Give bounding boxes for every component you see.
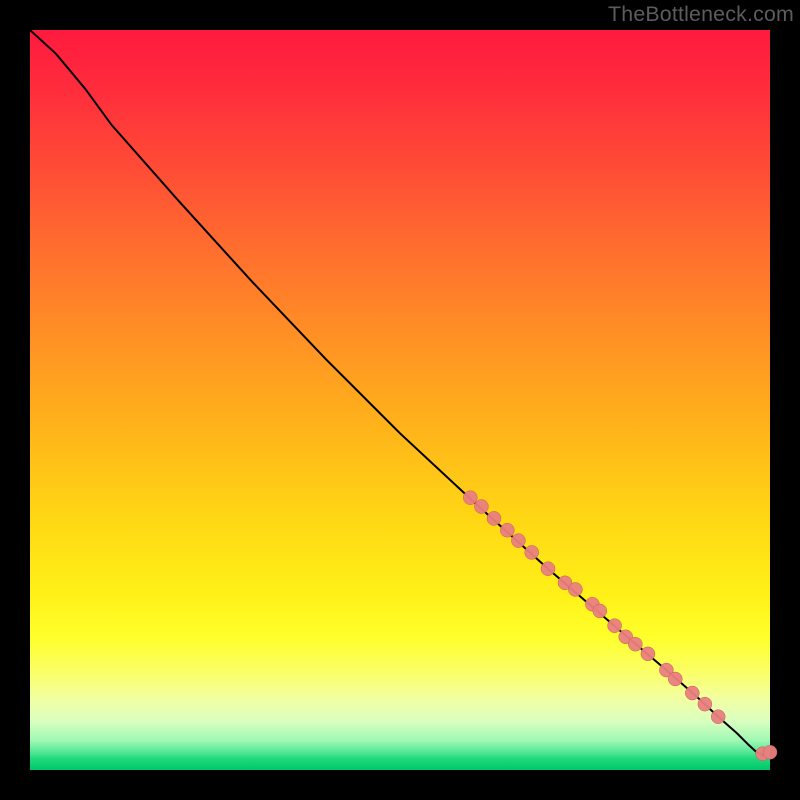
data-marker: [628, 637, 642, 651]
data-marker: [487, 511, 501, 525]
watermark-text: TheBottleneck.com: [608, 2, 794, 27]
gradient-background: [30, 30, 770, 770]
chart-frame: TheBottleneck.com: [0, 0, 800, 800]
data-marker: [463, 491, 477, 505]
data-marker: [763, 745, 777, 759]
data-marker: [641, 647, 655, 661]
data-marker: [474, 500, 488, 514]
data-marker: [668, 672, 682, 686]
data-marker: [500, 523, 514, 537]
data-marker: [685, 686, 699, 700]
data-marker: [541, 562, 555, 576]
data-marker: [568, 582, 582, 596]
data-marker: [525, 545, 539, 559]
data-marker: [711, 710, 725, 724]
data-marker: [698, 697, 712, 711]
chart-svg: [0, 0, 800, 800]
data-marker: [608, 619, 622, 633]
data-marker: [593, 604, 607, 618]
data-marker: [511, 534, 525, 548]
